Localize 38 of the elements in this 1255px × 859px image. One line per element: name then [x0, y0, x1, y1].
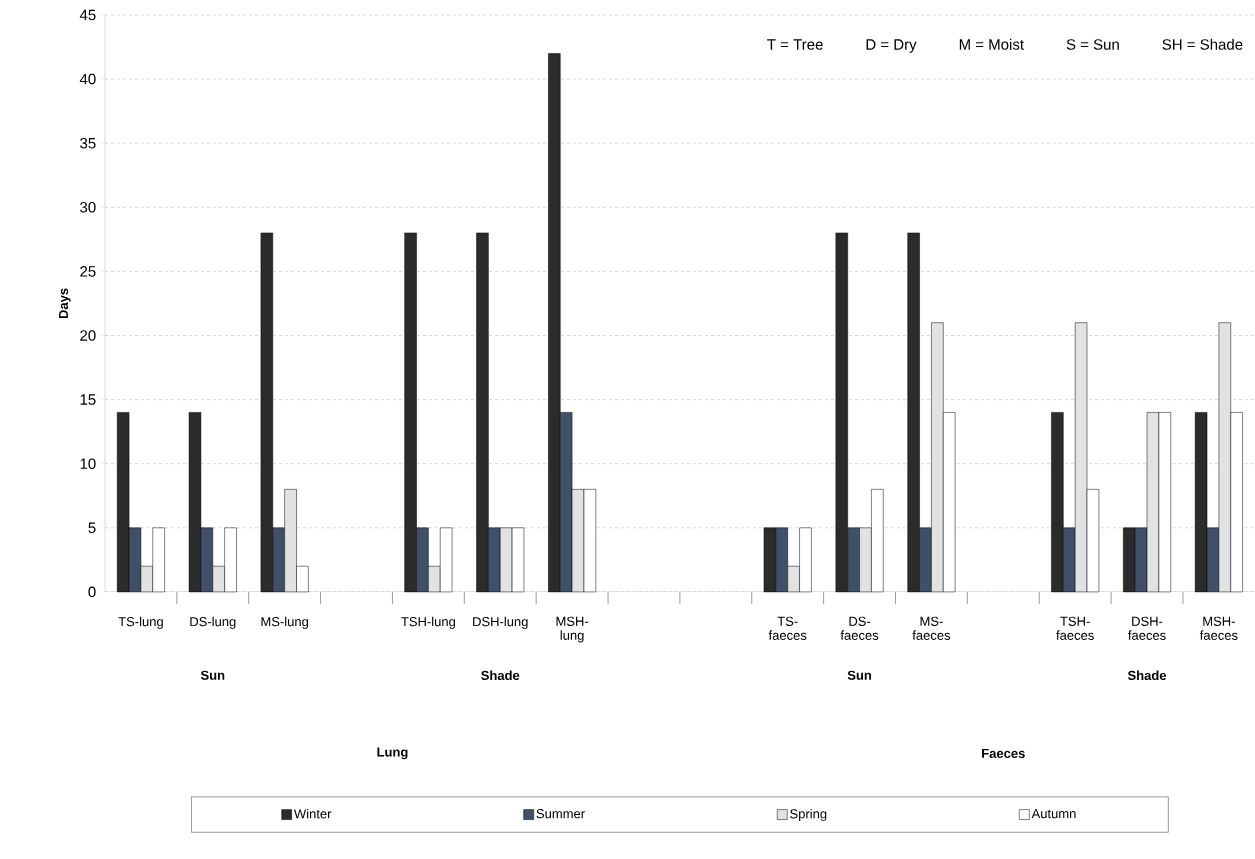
x-tick-label: DSH-lung — [473, 616, 528, 629]
y-tick-label: 40 — [79, 73, 96, 85]
x-tick-label: DS-lung — [190, 616, 236, 629]
x-tick-label: DS-faeces — [840, 616, 879, 640]
x-tick-label: MS-lung — [261, 616, 309, 629]
text: Lung — [377, 747, 408, 760]
x-tick-label: MS-faeces — [912, 616, 951, 640]
y-tick-label: 45 — [79, 9, 96, 21]
y-tick-label: 25 — [80, 266, 96, 277]
annotation: D = Dry — [866, 39, 917, 53]
annotation: M = Moist — [959, 38, 1024, 50]
x-tick-label: TS-lung — [118, 616, 163, 629]
legend-label: Summer — [536, 809, 585, 819]
text: Sun — [200, 670, 225, 680]
x-tick-label: MSH-faeces — [1199, 616, 1238, 640]
annotation: T = Tree — [767, 39, 823, 50]
legend-label: Spring — [790, 808, 827, 822]
legend-label: Autumn — [1031, 809, 1076, 819]
y-tick-label: 15 — [80, 394, 96, 405]
text: Sun — [847, 670, 872, 680]
y-tick-label: 30 — [80, 202, 96, 213]
x-tick-label: TSH-faeces — [1056, 616, 1094, 640]
x-tick-label: DSH-faeces — [1128, 616, 1166, 640]
y-tick-label: 20 — [80, 330, 96, 341]
x-tick-label: MSH-lung — [556, 616, 589, 643]
text: Faeces — [982, 748, 1025, 759]
y-tick-label: 35 — [80, 137, 96, 149]
x-tick-label: TSH-lung — [401, 616, 455, 629]
y-tick-label: 5 — [88, 522, 96, 534]
y-tick-label: 10 — [80, 458, 96, 470]
text: Shade — [481, 670, 520, 681]
annotation: SH = Shade — [1162, 38, 1243, 50]
y-tick-label: 0 — [88, 586, 96, 598]
x-tick-label: TS-faeces — [768, 616, 807, 640]
annotation: S = Sun — [1066, 39, 1119, 50]
legend-label: Winter — [293, 808, 332, 819]
y-axis-title: Days — [59, 288, 71, 319]
text: Shade — [1127, 670, 1167, 681]
